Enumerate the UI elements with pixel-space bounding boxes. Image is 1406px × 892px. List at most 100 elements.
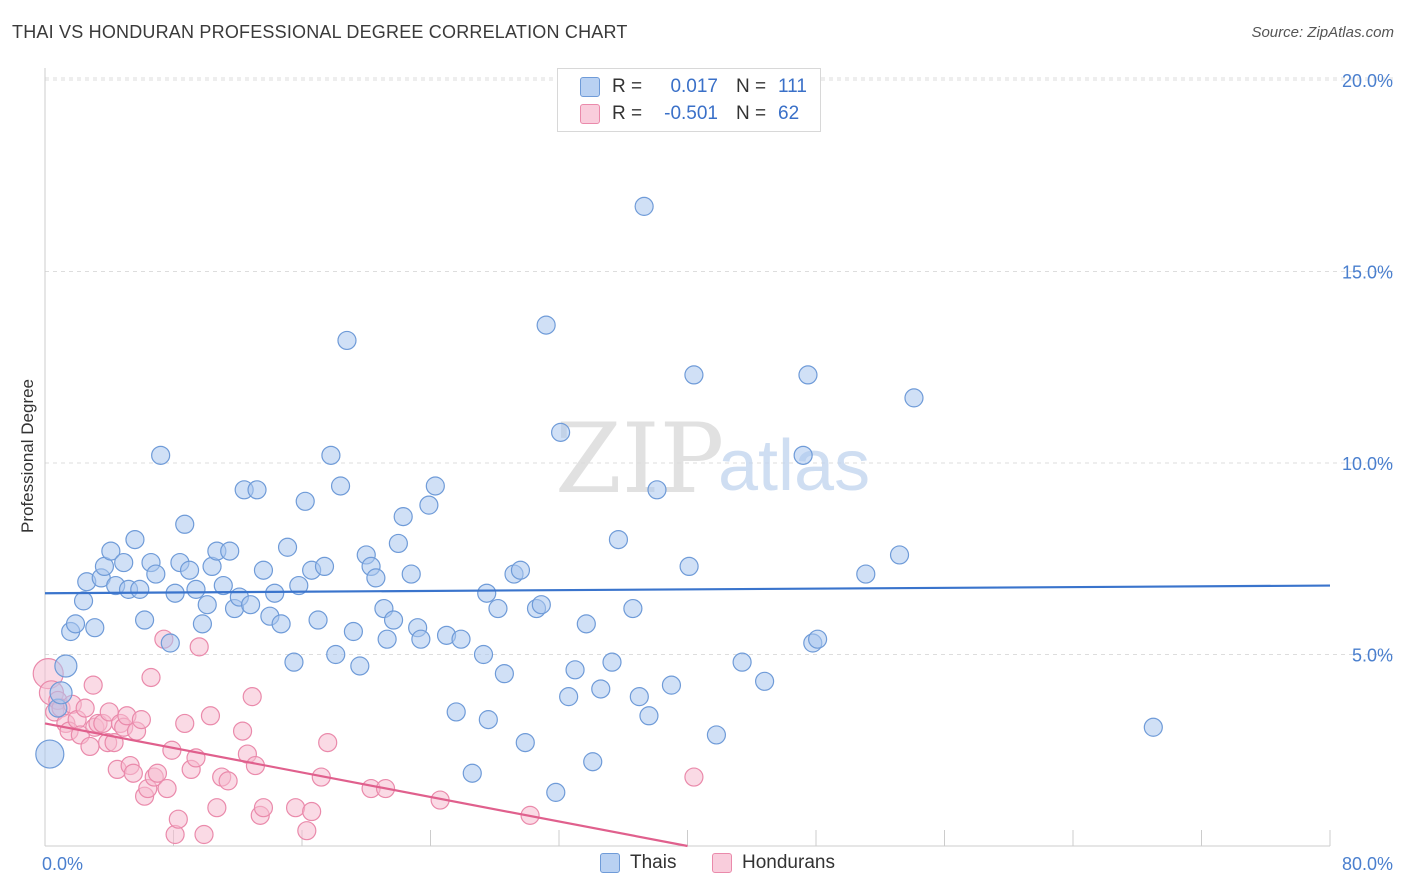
hondurans-point-33 — [157, 778, 177, 799]
hondurans-point-53 — [297, 821, 317, 841]
hondurans-point-56 — [318, 732, 338, 753]
hondurans-r-label: R = — [612, 103, 643, 124]
hondurans-point-41 — [194, 824, 214, 845]
thais-point-81 — [531, 595, 551, 615]
thais-point-19 — [146, 564, 166, 584]
thais-point-8 — [85, 618, 105, 638]
hondurans-n-value: 62 — [778, 103, 800, 124]
thais-point-28 — [197, 595, 217, 615]
thais-point-73 — [477, 583, 497, 603]
thais-point-99 — [684, 365, 704, 385]
hondurans-point-29 — [141, 667, 161, 688]
hondurans-point-42 — [200, 706, 221, 726]
hondurans-point-37 — [175, 713, 195, 734]
thais-n-value: 111 — [778, 76, 807, 97]
thais-point-50 — [326, 644, 346, 665]
thais-point-27 — [192, 614, 213, 634]
thais-point-21 — [160, 633, 180, 653]
thais-point-82 — [536, 315, 556, 335]
thais-point-57 — [366, 568, 386, 588]
thais-point-62 — [393, 507, 413, 527]
thais-point-96 — [647, 480, 667, 500]
y-tick-label-3: 20.0% — [1342, 71, 1393, 91]
bottom-legend-thais: Thais — [600, 852, 676, 874]
bottom-hondurans-label: Hondurans — [742, 852, 835, 873]
thais-point-45 — [295, 491, 315, 511]
hondurans-n-label: N = — [736, 103, 767, 124]
thais-point-26 — [186, 579, 206, 599]
hondurans-point-52 — [285, 798, 306, 818]
thais-point-98 — [679, 556, 699, 577]
hondurans-point-54 — [302, 801, 322, 822]
thais-point-97 — [661, 675, 682, 695]
thais-point-51 — [330, 476, 351, 496]
bottom-thais-swatch — [600, 853, 620, 873]
thais-point-60 — [383, 610, 404, 630]
thais-point-54 — [350, 656, 370, 676]
thais-point-15 — [125, 529, 145, 550]
tick-labels: 5.0% 10.0% 15.0% 20.0% 0.0% 80.0% — [42, 71, 1393, 874]
watermark: ZIP atlas — [555, 403, 870, 515]
thais-point-11 — [101, 541, 121, 561]
thais-point-40 — [265, 583, 285, 603]
thais-point-93 — [629, 687, 649, 707]
hondurans-point-45 — [218, 771, 238, 791]
thais-point-3 — [54, 654, 78, 678]
thais-point-41 — [271, 614, 291, 634]
thais-point-108 — [889, 545, 910, 565]
hondurans-point-51 — [253, 798, 274, 818]
thais-point-106 — [808, 629, 828, 649]
thais-point-88 — [583, 752, 603, 772]
thais-point-16 — [130, 579, 150, 599]
legend-row-hondurans: R = -0.501 N = 62 — [580, 102, 799, 126]
thais-point-95 — [639, 706, 659, 726]
thais-point-38 — [253, 560, 274, 580]
hondurans-trend-line — [44, 722, 688, 848]
thais-swatch — [580, 77, 600, 97]
hondurans-point-24 — [123, 763, 143, 783]
hondurans-point-12 — [83, 675, 103, 695]
thais-point-42 — [277, 537, 298, 557]
thais-point-92 — [623, 598, 643, 619]
thais-point-66 — [419, 495, 439, 515]
thais-point-85 — [559, 687, 579, 707]
hondurans-point-34 — [162, 740, 182, 760]
hondurans-point-11 — [80, 736, 100, 757]
thais-point-71 — [462, 763, 482, 783]
trend-lines — [44, 584, 1331, 848]
thais-r-label: R = — [612, 76, 643, 97]
hondurans-point-31 — [147, 763, 168, 783]
thais-point-49 — [321, 445, 341, 465]
thais-point-78 — [510, 560, 531, 580]
thais-point-84 — [551, 422, 571, 442]
thais-point-25 — [179, 560, 200, 580]
thais-point-63 — [401, 564, 421, 584]
y-axis-label: Professional Degree — [18, 378, 37, 534]
watermark-atlas: atlas — [718, 426, 870, 506]
thais-point-104 — [798, 365, 818, 385]
bottom-legend-hondurans: Hondurans — [712, 852, 835, 874]
thais-point-103 — [793, 445, 813, 465]
thais-point-36 — [241, 595, 261, 615]
thais-point-110 — [1143, 717, 1163, 737]
thais-point-2 — [49, 681, 73, 705]
thais-point-53 — [343, 621, 363, 642]
thais-point-94 — [634, 196, 654, 216]
thais-point-48 — [314, 556, 335, 577]
thais-point-5 — [65, 614, 86, 634]
thais-point-89 — [591, 679, 611, 699]
hondurans-r-value: -0.501 — [664, 103, 718, 124]
thais-point-61 — [388, 533, 408, 554]
thais-point-72 — [473, 644, 494, 665]
thais-point-109 — [904, 388, 924, 408]
thais-point-31 — [213, 575, 233, 596]
thais-trend-line — [44, 584, 1331, 595]
thais-point-65 — [411, 629, 431, 649]
thais-point-83 — [546, 782, 566, 802]
thais-point-37 — [247, 480, 267, 500]
thais-point-75 — [488, 598, 508, 619]
x-tick-label-max: 80.0% — [1342, 854, 1393, 874]
thais-n-label: N = — [736, 76, 767, 97]
hondurans-point-36 — [168, 809, 188, 829]
